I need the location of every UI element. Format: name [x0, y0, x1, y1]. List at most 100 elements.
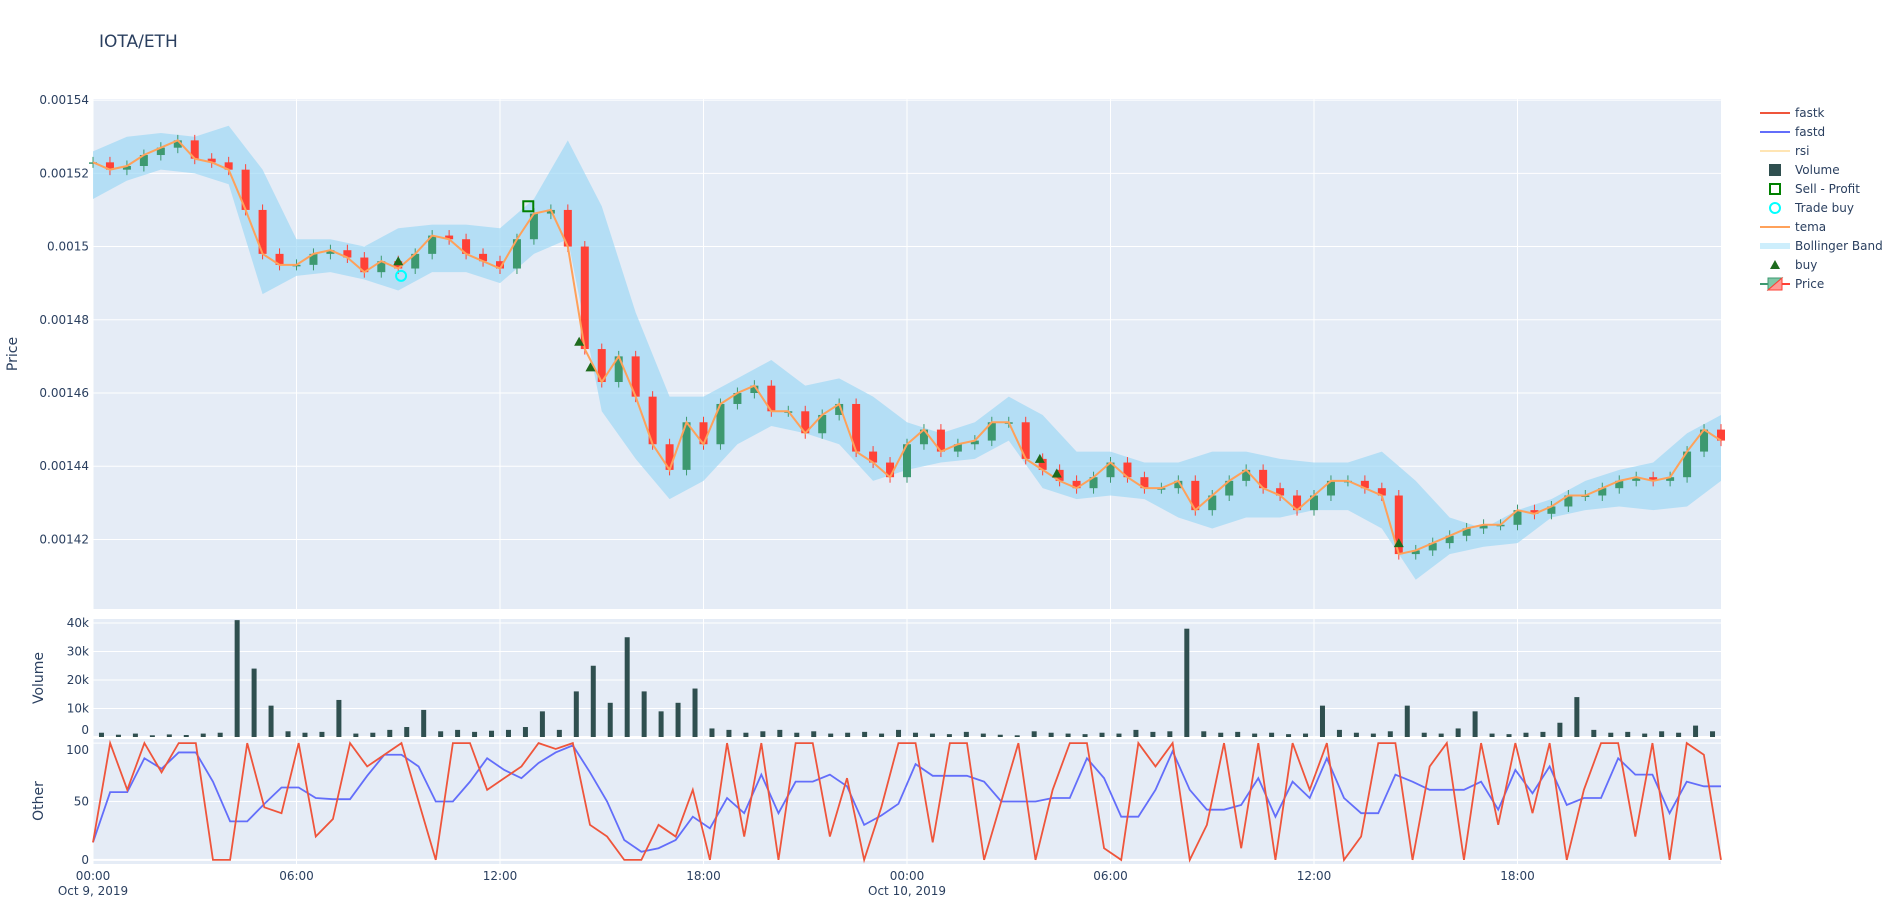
candle — [1445, 530, 1454, 549]
legend-item-sell-profit[interactable]: Sell - Profit — [1769, 182, 1860, 196]
y-tick-label: 0.00144 — [39, 459, 89, 473]
candle-body — [224, 162, 233, 170]
candle-body — [835, 403, 844, 415]
x-tick-label: 00:00 — [890, 869, 925, 883]
volume-bar — [1167, 731, 1173, 737]
legend-item-fastd[interactable]: fastd — [1760, 125, 1825, 139]
volume-bar — [1489, 733, 1495, 737]
candle — [1462, 522, 1471, 542]
legend-item-rsi[interactable]: rsi — [1760, 144, 1810, 158]
candle — [1428, 537, 1437, 556]
candle-body — [1089, 477, 1098, 489]
volume-bar — [896, 729, 902, 737]
candle-body — [1462, 528, 1471, 536]
volume-bar — [845, 732, 851, 737]
legend-label: fastk — [1795, 106, 1825, 120]
volume-bar — [1319, 705, 1325, 737]
y-tick-label: 0 — [81, 853, 89, 867]
candle-body — [1276, 488, 1285, 496]
y-axis-title-volume: Volume — [31, 652, 47, 704]
legend-item-trade-buy[interactable]: Trade buy — [1769, 201, 1854, 215]
candle — [869, 446, 878, 469]
candle-body — [1140, 477, 1149, 489]
candle-body — [207, 158, 216, 163]
volume-bar — [1116, 733, 1122, 737]
chart-title: IOTA/ETH — [99, 32, 178, 52]
candle — [139, 149, 148, 172]
legend-item-volume[interactable]: Volume — [1769, 163, 1840, 177]
y-tick-label: 40k — [67, 616, 89, 630]
buy-marker — [574, 336, 585, 346]
volume-bar — [1014, 735, 1020, 737]
volume-bar — [1404, 705, 1410, 737]
legend-item-buy[interactable]: buy — [1770, 258, 1817, 272]
legend-item-tema[interactable]: tema — [1760, 220, 1826, 234]
candle-body — [614, 356, 623, 383]
candlestick-legend-icon — [1760, 276, 1790, 292]
candle-body — [1428, 543, 1437, 551]
candle-body — [1530, 510, 1539, 514]
trade-buy-marker — [395, 269, 408, 282]
candle-body — [1700, 429, 1709, 452]
candle — [631, 350, 640, 403]
volume-bar — [200, 733, 206, 737]
candle-body — [886, 462, 895, 478]
volume-bar — [1421, 732, 1427, 737]
candle — [1140, 471, 1149, 494]
legend-item-fastk[interactable]: fastk — [1760, 106, 1825, 120]
candle-body — [1174, 480, 1183, 489]
candle — [241, 164, 250, 216]
candle — [1072, 475, 1081, 494]
y-tick-label: 0.00154 — [39, 93, 89, 107]
legend-label: fastd — [1795, 125, 1825, 139]
volume-bar — [1710, 731, 1716, 737]
legend-item-price[interactable]: Price — [1760, 276, 1824, 292]
volume-bar — [217, 732, 223, 737]
candle-body — [105, 162, 114, 170]
volume-bar — [1099, 732, 1105, 737]
candle-body — [1394, 495, 1403, 555]
volume-bar — [590, 665, 596, 737]
trade-buy-legend-icon — [1769, 202, 1781, 214]
volume-bar — [166, 734, 172, 737]
volume-bar — [149, 735, 155, 737]
volume-bar — [1336, 729, 1342, 737]
volume-bar — [1591, 729, 1597, 737]
candle-body — [241, 169, 250, 210]
buy-marker — [585, 362, 596, 372]
candle — [733, 387, 742, 410]
candle — [716, 398, 725, 450]
volume-bar — [1523, 732, 1529, 737]
volume-legend-icon — [1769, 164, 1781, 176]
candle — [1021, 416, 1030, 465]
x-tick-label: 00:00 — [76, 869, 111, 883]
volume-bar — [1031, 731, 1037, 737]
candle-body — [1615, 480, 1624, 489]
candle — [343, 244, 352, 264]
candle — [1615, 475, 1624, 494]
candle-body — [631, 356, 640, 397]
sell-profit-marker — [522, 200, 535, 213]
candle-body — [258, 209, 267, 254]
candle-body — [326, 250, 335, 254]
candle-body — [1445, 535, 1454, 544]
buy-legend-icon — [1770, 260, 1780, 269]
volume-bar — [726, 729, 732, 737]
x-tick-date: Oct 10, 2019 — [868, 884, 946, 898]
legend-item-bollinger-band[interactable]: Bollinger Band — [1760, 239, 1883, 253]
candle-body — [936, 429, 945, 452]
candle-body — [1411, 550, 1420, 555]
candle — [122, 160, 131, 176]
candle-body — [1377, 488, 1386, 496]
x-tick-date: Oct 9, 2019 — [58, 884, 128, 898]
candle-body — [1360, 480, 1369, 489]
y-tick-label: 0.00152 — [39, 166, 89, 180]
volume-bar — [641, 691, 647, 737]
candle — [1411, 544, 1420, 560]
candle-body — [139, 155, 148, 166]
candle — [207, 153, 216, 168]
buy-marker — [393, 256, 404, 266]
candle-body — [699, 422, 708, 445]
candle — [1547, 500, 1556, 520]
volume-bar — [929, 733, 935, 737]
